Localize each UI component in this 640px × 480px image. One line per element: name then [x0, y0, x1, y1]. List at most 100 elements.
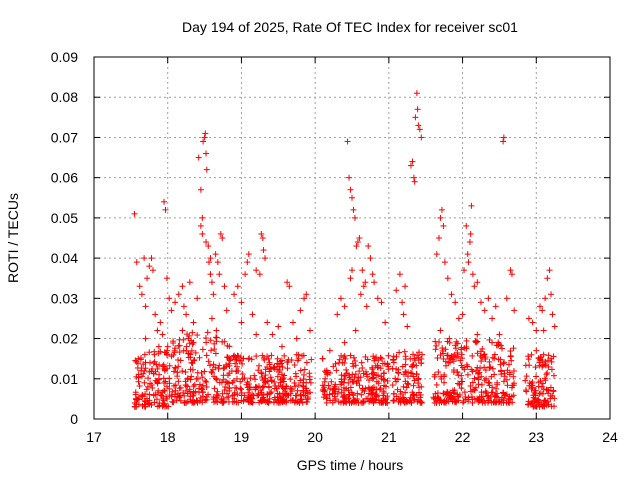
- data-point: [469, 379, 476, 386]
- data-point: [493, 393, 500, 400]
- data-point: [239, 360, 246, 367]
- data-point: [295, 382, 302, 389]
- data-point: [325, 382, 332, 389]
- data-point: [222, 383, 229, 390]
- data-point: [146, 391, 153, 398]
- data-point: [297, 377, 304, 384]
- data-point: [503, 399, 510, 406]
- x-tick-label: 18: [160, 429, 176, 445]
- data-point: [248, 394, 255, 401]
- data-point: [321, 384, 328, 391]
- data-point: [162, 378, 169, 385]
- data-point: [334, 311, 341, 318]
- data-point: [255, 392, 262, 399]
- data-point: [153, 396, 160, 403]
- data-point: [183, 343, 190, 350]
- data-point: [384, 377, 391, 384]
- grid-lines: [94, 57, 610, 419]
- data-point: [408, 399, 415, 406]
- data-point: [360, 283, 367, 290]
- data-point: [152, 311, 159, 318]
- data-point: [176, 385, 183, 392]
- data-point: [226, 384, 233, 391]
- data-point: [463, 337, 470, 344]
- data-point: [303, 291, 310, 298]
- data-point: [202, 130, 209, 137]
- data-point: [503, 295, 510, 302]
- data-point: [523, 373, 530, 380]
- data-point: [183, 311, 190, 318]
- data-point: [224, 354, 231, 361]
- data-point: [468, 366, 475, 373]
- data-point: [455, 315, 462, 322]
- data-point: [331, 393, 338, 400]
- x-tick-label: 20: [307, 429, 323, 445]
- data-point: [319, 387, 326, 394]
- data-point: [550, 372, 557, 379]
- data-point: [300, 383, 307, 390]
- data-point: [471, 386, 478, 393]
- data-point: [169, 399, 176, 406]
- data-point: [141, 351, 148, 358]
- data-point: [471, 387, 478, 394]
- data-point: [229, 392, 236, 399]
- data-point: [477, 365, 484, 372]
- data-point: [193, 376, 200, 383]
- data-point: [404, 323, 411, 330]
- data-point: [399, 363, 406, 370]
- data-point: [540, 327, 547, 334]
- data-point: [284, 358, 291, 365]
- data-point: [155, 350, 162, 357]
- data-point: [332, 360, 339, 367]
- data-point: [246, 355, 253, 362]
- data-point: [278, 357, 285, 364]
- data-point: [540, 351, 547, 358]
- data-point: [275, 323, 282, 330]
- data-point: [459, 355, 466, 362]
- data-point: [238, 299, 245, 306]
- data-point: [201, 134, 208, 141]
- data-point: [415, 357, 422, 364]
- x-tick-label: 19: [234, 429, 250, 445]
- data-point: [211, 346, 218, 353]
- data-point: [203, 166, 210, 173]
- data-point: [265, 355, 272, 362]
- data-point: [298, 396, 305, 403]
- data-point: [265, 384, 272, 391]
- data-point: [510, 345, 517, 352]
- data-point: [499, 345, 506, 352]
- data-point: [297, 307, 304, 314]
- data-point: [328, 378, 335, 385]
- data-point: [150, 360, 157, 367]
- data-point: [135, 355, 142, 362]
- data-point: [522, 362, 529, 369]
- data-point: [160, 375, 167, 382]
- data-point: [140, 370, 147, 377]
- data-point: [363, 371, 370, 378]
- data-point: [180, 303, 187, 310]
- y-tick-label: 0.02: [51, 331, 78, 347]
- data-point: [187, 366, 194, 373]
- data-point: [199, 214, 206, 221]
- data-point: [382, 319, 389, 326]
- data-point: [489, 339, 496, 346]
- data-point: [346, 174, 353, 181]
- chart-title: Day 194 of 2025, Rate Of TEC Index for r…: [182, 19, 518, 35]
- data-point: [253, 353, 260, 360]
- data-point: [268, 389, 275, 396]
- data-point: [281, 398, 288, 405]
- data-point: [299, 382, 306, 389]
- data-point: [276, 367, 283, 374]
- data-point: [247, 375, 254, 382]
- data-point: [272, 382, 279, 389]
- data-point: [410, 351, 417, 358]
- data-point: [220, 372, 227, 379]
- data-point: [355, 377, 362, 384]
- data-point: [404, 398, 411, 405]
- data-point: [209, 369, 216, 376]
- data-point: [255, 367, 262, 374]
- data-point: [189, 392, 196, 399]
- x-tick-label: 23: [528, 429, 544, 445]
- data-point: [489, 315, 496, 322]
- data-point: [197, 222, 204, 229]
